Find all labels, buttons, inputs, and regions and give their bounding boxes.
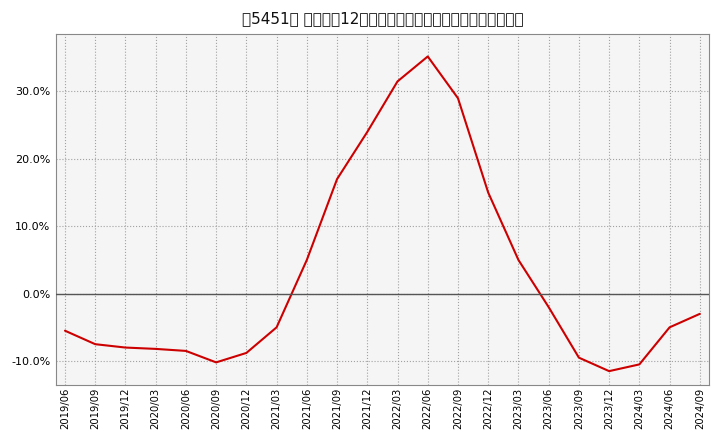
Title: ［5451］ 売上高の12か月移動合計の対前年同期増減率の推移: ［5451］ 売上高の12か月移動合計の対前年同期増減率の推移 bbox=[242, 11, 523, 26]
